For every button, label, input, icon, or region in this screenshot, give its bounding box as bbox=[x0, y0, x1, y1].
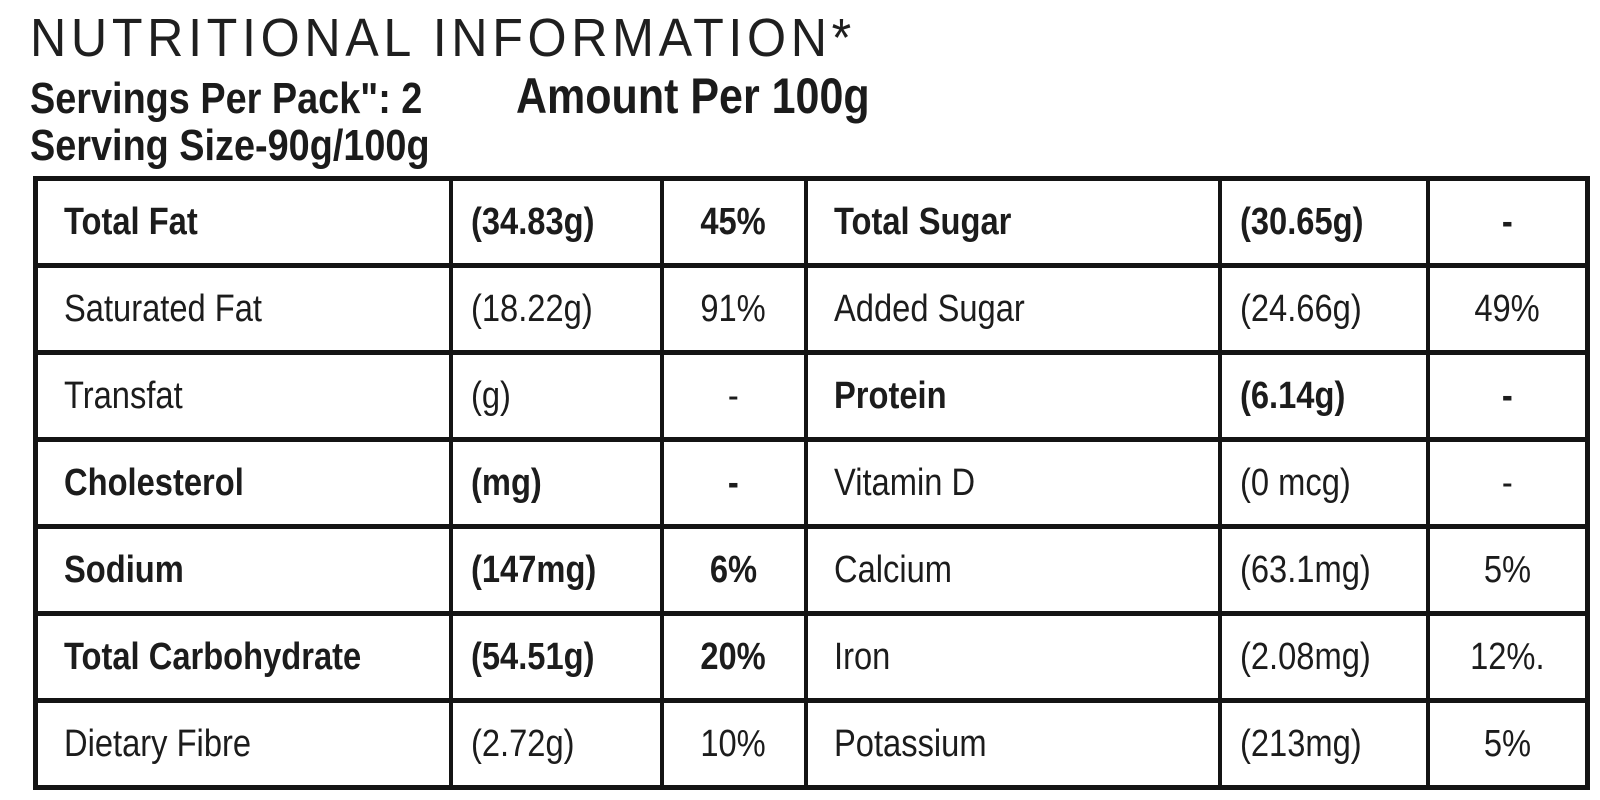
nutrient-dv: 6% bbox=[709, 548, 758, 591]
page-title: NUTRITIONAL INFORMATION* bbox=[30, 10, 927, 66]
nutrient-label: Protein bbox=[833, 374, 947, 417]
nutrient-dv: - bbox=[1501, 374, 1513, 417]
serving-size: Serving Size-90g/100g bbox=[30, 121, 430, 170]
page-title-text: NUTRITIONAL INFORMATION* bbox=[30, 8, 856, 68]
table-row: Transfat (g) - Protein (6.14g) - bbox=[33, 350, 1590, 442]
nutrient-dv: 20% bbox=[700, 635, 767, 678]
nutrient-label: Vitamin D bbox=[833, 461, 975, 504]
label-header: NUTRITIONAL INFORMATION* Servings Per Pa… bbox=[30, 10, 927, 169]
servings-line: Servings Per Pack": 2 Amount Per 100g bbox=[30, 68, 927, 124]
nutrient-amount: (0 mcg) bbox=[1239, 461, 1351, 504]
table-row: Sodium (147mg) 6% Calcium (63.1mg) 5% bbox=[33, 524, 1590, 616]
nutrient-amount: (213mg) bbox=[1239, 722, 1362, 765]
nutrient-label: Total Sugar bbox=[833, 200, 1011, 243]
nutrient-label: Calcium bbox=[833, 548, 952, 591]
nutrient-amount: (6.14g) bbox=[1239, 374, 1345, 417]
servings-per-pack: Servings Per Pack": 2 bbox=[30, 74, 423, 123]
nutrient-dv: 91% bbox=[700, 287, 767, 330]
table-row: Cholesterol (mg) - Vitamin D (0 mcg) - bbox=[33, 437, 1590, 529]
nutrient-amount: (2.08mg) bbox=[1239, 635, 1371, 678]
nutrient-label: Cholesterol bbox=[64, 461, 244, 504]
nutrient-amount: (2.72g) bbox=[470, 722, 575, 765]
nutrient-amount: (g) bbox=[470, 374, 511, 417]
amount-per-heading: Amount Per 100g bbox=[516, 68, 870, 124]
nutrient-label: Dietary Fibre bbox=[64, 722, 252, 765]
nutrient-label: Transfat bbox=[64, 374, 183, 417]
table-row: Saturated Fat (18.22g) 91% Added Sugar (… bbox=[33, 263, 1590, 355]
nutrient-amount: (18.22g) bbox=[470, 287, 593, 330]
nutrient-dv: 5% bbox=[1483, 722, 1531, 765]
nutrient-label: Added Sugar bbox=[833, 287, 1025, 330]
nutrient-label: Total Carbohydrate bbox=[64, 635, 362, 678]
nutrient-amount: (63.1mg) bbox=[1239, 548, 1371, 591]
nutrient-dv: - bbox=[728, 374, 739, 417]
nutrient-amount: (24.66g) bbox=[1239, 287, 1362, 330]
nutrient-dv: - bbox=[1501, 200, 1513, 243]
nutrient-label: Sodium bbox=[64, 548, 184, 591]
table-row: Total Fat (34.83g) 45% Total Sugar (30.6… bbox=[33, 176, 1590, 268]
nutrient-amount: (34.83g) bbox=[470, 200, 595, 243]
nutrient-amount: (30.65g) bbox=[1239, 200, 1364, 243]
nutrient-dv: 45% bbox=[700, 200, 767, 243]
nutrient-amount: (mg) bbox=[470, 461, 542, 504]
nutrient-amount: (147mg) bbox=[470, 548, 596, 591]
nutrient-label: Iron bbox=[833, 635, 890, 678]
nutrient-dv: 49% bbox=[1474, 287, 1540, 330]
nutrient-dv: 5% bbox=[1483, 548, 1531, 591]
nutrient-dv: - bbox=[1501, 461, 1513, 504]
nutrient-amount: (54.51g) bbox=[470, 635, 595, 678]
table-row: Dietary Fibre (2.72g) 10% Potassium (213… bbox=[33, 698, 1590, 790]
nutrition-table: Total Fat (34.83g) 45% Total Sugar (30.6… bbox=[33, 176, 1590, 790]
nutrient-dv: 12%. bbox=[1470, 635, 1545, 678]
nutrient-label: Total Fat bbox=[64, 200, 198, 243]
nutrient-label: Potassium bbox=[833, 722, 987, 765]
nutrient-dv: 10% bbox=[700, 722, 767, 765]
nutrient-label: Saturated Fat bbox=[64, 287, 263, 330]
table-row: Total Carbohydrate (54.51g) 20% Iron (2.… bbox=[33, 611, 1590, 703]
nutrient-dv: - bbox=[728, 461, 739, 504]
